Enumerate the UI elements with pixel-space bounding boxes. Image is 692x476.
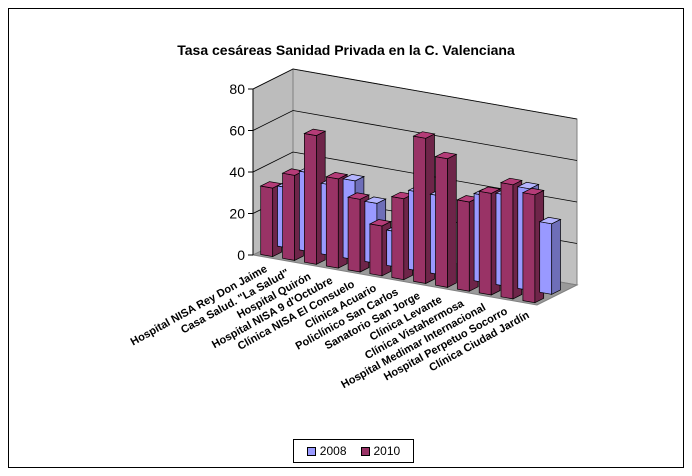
bar-2008-12-top — [516, 181, 540, 190]
legend-label-2008: 2008 — [319, 444, 347, 458]
y-tick-label: 40 — [229, 164, 245, 180]
legend-label-2010: 2010 — [373, 444, 401, 458]
y-tick-label: 60 — [229, 123, 245, 139]
gridline — [252, 68, 578, 120]
bar-2010-1-front — [260, 185, 274, 258]
bar-2010-3-front — [304, 133, 317, 265]
bar-2010-8-top — [412, 131, 436, 139]
y-tick-label: 80 — [229, 81, 245, 97]
bar-2010-13-front — [522, 192, 536, 304]
bar-2010-4-front — [325, 176, 339, 269]
bar-2010-12-front — [500, 182, 514, 300]
y-tick-label: 0 — [237, 247, 245, 263]
bar-2008-13-top — [538, 216, 562, 225]
bar-2010-8-front — [413, 135, 427, 284]
bar-2010-6-front — [369, 223, 383, 277]
bar-2010-3-top — [303, 128, 327, 136]
y-tick-label: 20 — [229, 206, 245, 222]
gridline — [252, 110, 578, 161]
legend-swatch-2008 — [306, 446, 316, 456]
legend-swatch-2010 — [360, 446, 370, 456]
bar-2010-9-top — [434, 151, 458, 160]
bar-2010-4-top — [325, 172, 349, 180]
bars — [259, 128, 562, 304]
bar-2008-13 — [538, 216, 562, 295]
bar-2008-13-front — [539, 221, 553, 295]
bar-2010-11-front — [478, 190, 492, 296]
bar-2010-5 — [346, 192, 371, 273]
bar-2010-2-front — [282, 172, 295, 261]
bar-2010-12-top — [499, 177, 523, 186]
bar-2008-4-top — [341, 174, 366, 182]
legend-item-2008: 2008 — [306, 444, 347, 458]
bar-2010-10-front — [456, 199, 470, 292]
chart-title: Tasa cesáreas Sanidad Privada en la C. V… — [177, 42, 515, 58]
bar-2010-11-top — [478, 186, 502, 194]
bar-2010-9-front — [435, 156, 448, 288]
bar-2010-5-front — [347, 196, 361, 273]
bar-2010-13-top — [521, 187, 545, 196]
bar-2010-6-top — [368, 219, 392, 227]
bar-2010-7-front — [391, 196, 405, 281]
y-axis: 0 20 40 60 80 — [229, 81, 254, 263]
bar-2008-5-top — [363, 196, 387, 204]
legend: 2008 2010 — [293, 439, 414, 463]
bar-2008-13-side — [551, 218, 561, 295]
bar-2010-9 — [434, 151, 458, 288]
bar-2010-9-side — [447, 153, 457, 288]
gridline — [252, 151, 578, 203]
legend-item-2010: 2010 — [360, 444, 401, 458]
bar-2010-5-top — [346, 192, 371, 200]
